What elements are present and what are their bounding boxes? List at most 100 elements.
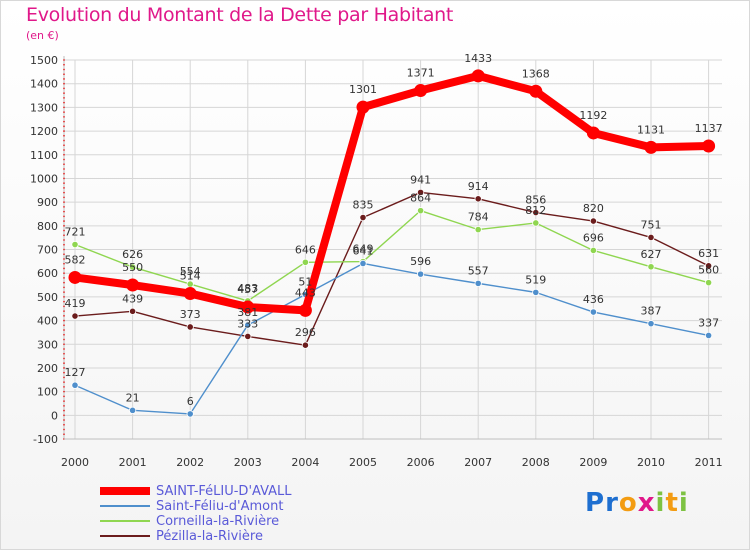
y-minor-tick: [63, 305, 65, 308]
data-point: [474, 226, 482, 234]
y-minor-tick: [63, 149, 65, 151]
legend-label: SAINT-FéLIU-D'AVALL: [156, 484, 292, 499]
data-label: 550: [122, 261, 143, 274]
data-point: [71, 312, 79, 320]
data-label: 582: [65, 253, 86, 266]
x-tick-label: 2003: [234, 456, 262, 469]
y-minor-tick: [63, 376, 65, 379]
data-label: 560: [698, 264, 719, 277]
x-tick-label: 2001: [119, 456, 147, 469]
data-label: 381: [237, 306, 258, 319]
y-minor-tick: [63, 310, 65, 312]
data-point: [71, 240, 79, 249]
data-point: [702, 139, 716, 153]
data-point: [532, 219, 540, 227]
y-minor-tick: [63, 168, 65, 170]
y-minor-tick: [63, 258, 65, 260]
y-minor-tick: [63, 267, 65, 270]
y-minor-tick: [63, 423, 65, 426]
grid-lines: [64, 59, 722, 440]
y-minor-tick: [63, 243, 65, 246]
data-point: [356, 100, 370, 114]
y-tick-label: 400: [37, 315, 58, 328]
data-label: 457: [237, 283, 258, 296]
data-point: [644, 140, 658, 154]
data-point: [474, 279, 482, 287]
y-minor-tick: [63, 191, 65, 194]
data-label: 519: [525, 273, 546, 286]
data-label: 1371: [407, 67, 435, 80]
y-minor-tick: [63, 187, 65, 189]
legend-swatch: [100, 487, 150, 495]
series-line: [74, 191, 709, 346]
y-minor-tick: [63, 82, 65, 85]
data-point: [244, 321, 252, 329]
y-minor-tick: [63, 196, 65, 199]
series-lines: [68, 69, 716, 418]
y-minor-tick: [63, 177, 65, 180]
data-label: 1368: [522, 67, 550, 80]
series-line: [74, 262, 709, 415]
y-tick-label: 600: [37, 267, 58, 280]
unit-label: (en €): [26, 29, 59, 42]
data-point: [586, 126, 600, 140]
y-minor-tick: [63, 367, 65, 369]
data-point: [416, 188, 425, 197]
y-tick-label: 800: [37, 220, 58, 233]
data-point: [532, 208, 540, 217]
data-point: [183, 287, 197, 301]
y-tick-label: 0: [51, 409, 58, 422]
data-label: 387: [641, 305, 662, 318]
y-minor-tick: [63, 111, 65, 114]
data-point: [647, 263, 655, 271]
y-minor-tick: [63, 59, 65, 61]
data-label: 1433: [464, 52, 492, 65]
y-tick-label: 1400: [30, 78, 58, 91]
y-tick-label: 1200: [30, 125, 58, 138]
x-tick-label: 2011: [695, 456, 723, 469]
logo-letter: o: [618, 488, 638, 518]
data-label: 784: [468, 211, 489, 224]
data-label: 514: [180, 270, 201, 283]
data-labels: 582 550 514 457 443 1301 1371 1433 1368 1192 1131 1…: [65, 52, 723, 408]
data-label: 649: [353, 243, 374, 256]
logo-letter: P: [585, 488, 606, 518]
y-minor-tick: [63, 158, 65, 161]
x-tick-label: 2000: [61, 456, 89, 469]
data-label: 419: [65, 297, 86, 310]
y-minor-tick: [63, 253, 65, 256]
data-label: 439: [122, 292, 143, 305]
data-point: [647, 320, 655, 328]
y-tick-label: 500: [37, 291, 58, 304]
y-tick-label: 100: [37, 386, 58, 399]
y-minor-tick: [63, 352, 65, 355]
data-point: [298, 303, 312, 317]
y-minor-tick: [63, 357, 65, 360]
data-label: 557: [468, 264, 489, 277]
y-minor-tick: [63, 229, 65, 232]
data-label: 296: [295, 326, 316, 339]
data-label: 373: [180, 308, 201, 321]
data-label: 337: [698, 316, 719, 329]
data-label: 751: [641, 218, 662, 231]
x-tick-label: 2008: [522, 456, 550, 469]
y-minor-tick: [63, 428, 65, 431]
legend-label: Pézilla-la-Rivière: [156, 529, 263, 544]
y-minor-tick: [63, 144, 65, 147]
data-label: 835: [353, 199, 374, 212]
logo-letter: i: [678, 488, 689, 518]
data-label: 631: [698, 247, 719, 260]
y-minor-tick: [63, 101, 65, 104]
y-minor-tick: [63, 319, 65, 322]
data-point: [704, 279, 713, 287]
data-label: 443: [295, 286, 316, 299]
y-minor-tick: [63, 153, 65, 156]
y-minor-tick: [63, 215, 65, 218]
y-minor-tick: [63, 201, 65, 204]
y-minor-tick: [63, 205, 65, 208]
data-point: [71, 381, 79, 389]
x-tick-label: 2004: [291, 456, 319, 469]
y-minor-tick: [63, 333, 65, 336]
y-minor-tick: [63, 224, 65, 227]
